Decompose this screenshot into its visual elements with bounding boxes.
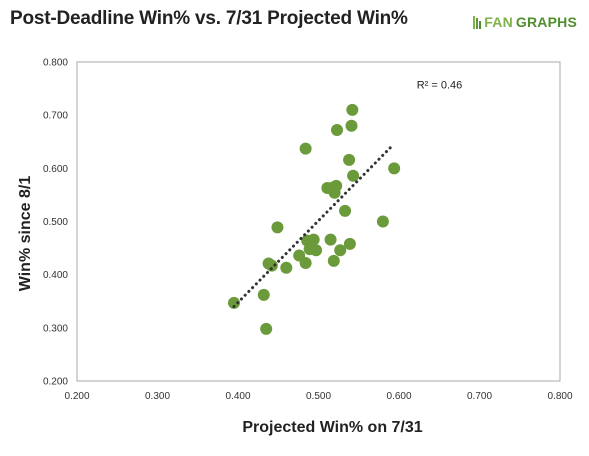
x-tick-label: 0.700 — [467, 391, 492, 402]
data-point — [331, 124, 344, 137]
fangraphs-logo: FAN GRAPHS — [472, 14, 577, 30]
data-point — [345, 119, 358, 132]
data-point — [280, 261, 293, 274]
data-point — [327, 254, 340, 267]
data-point — [307, 233, 320, 246]
x-tick-label: 0.400 — [225, 391, 250, 402]
data-point — [299, 256, 312, 269]
y-tick-label: 0.600 — [43, 164, 68, 175]
x-axis-ticks: 0.200 0.300 0.400 0.500 0.600 0.700 0.800 — [64, 391, 572, 402]
chart-title: Post-Deadline Win% vs. 7/31 Projected Wi… — [10, 8, 408, 29]
y-tick-label: 0.800 — [43, 58, 68, 69]
data-points — [227, 103, 401, 335]
data-point — [260, 322, 273, 335]
data-point — [346, 103, 359, 116]
x-tick-label: 0.300 — [145, 391, 170, 402]
y-tick-label: 0.400 — [43, 270, 68, 281]
r-squared-label: R² = 0.46 — [417, 80, 463, 92]
y-tick-label: 0.200 — [43, 377, 68, 388]
data-point — [257, 288, 270, 301]
data-point — [334, 244, 347, 257]
batter-icon — [472, 15, 482, 29]
data-point — [347, 169, 360, 182]
data-point — [376, 215, 389, 228]
plot-area — [76, 61, 561, 382]
data-point — [227, 296, 240, 309]
data-point — [265, 259, 278, 272]
x-tick-label: 0.200 — [64, 391, 89, 402]
y-tick-label: 0.500 — [43, 217, 68, 228]
data-point — [343, 153, 356, 166]
data-point — [310, 244, 323, 257]
y-tick-label: 0.300 — [43, 323, 68, 334]
x-tick-label: 0.600 — [386, 391, 411, 402]
x-axis-title: Projected Win% on 7/31 — [242, 419, 422, 436]
data-point — [388, 162, 401, 175]
y-axis-ticks: 0.200 0.300 0.400 0.500 0.600 0.700 0.800 — [43, 58, 68, 388]
data-point — [339, 204, 352, 217]
x-tick-label: 0.500 — [306, 391, 331, 402]
data-point — [299, 142, 312, 155]
data-point — [343, 237, 356, 250]
logo-text-graphs: GRAPHS — [515, 14, 577, 30]
y-tick-label: 0.700 — [43, 111, 68, 122]
x-tick-label: 0.800 — [547, 391, 572, 402]
data-point — [271, 221, 284, 234]
y-axis-title: Win% since 8/1 — [17, 176, 34, 292]
trendline — [232, 145, 393, 309]
logo-text-fan: FAN — [484, 14, 513, 30]
data-point — [330, 179, 343, 192]
data-point — [324, 233, 337, 246]
